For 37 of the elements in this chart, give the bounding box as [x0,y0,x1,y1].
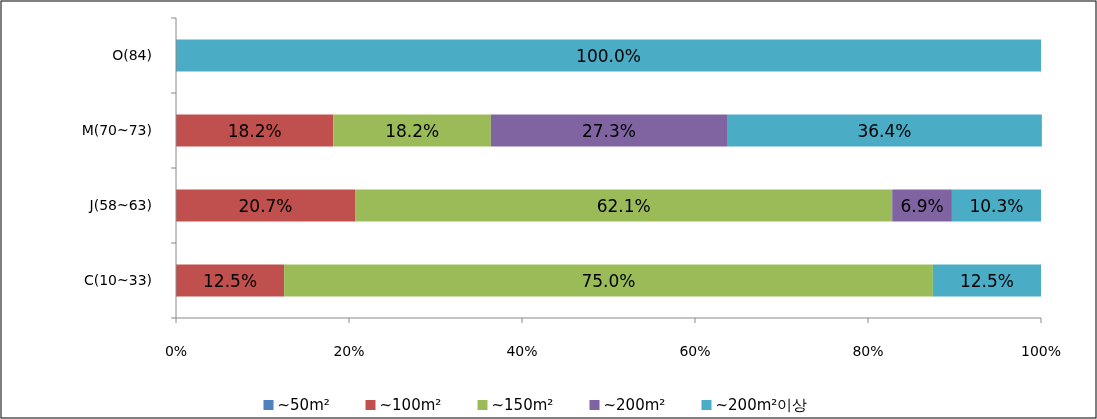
legend-label: ~100m² [379,395,442,414]
x-tick-label: 60% [679,343,711,359]
category-label: O(84) [112,46,152,63]
legend-label: ~200m² [603,395,666,414]
bar [355,189,893,222]
data-label: 12.5% [959,270,1014,291]
data-label: 75.0% [581,270,636,291]
x-tick-label: 80% [852,343,884,359]
legend-label: ~200m²이상 [715,395,808,414]
bar [932,264,1041,297]
data-label: 20.7% [238,195,293,216]
x-tick-label: 0% [164,343,188,359]
data-label: 62.1% [596,195,651,216]
bar [176,114,334,147]
x-tick-label: 100% [1021,343,1061,359]
category-label: M(70~73) [81,121,152,138]
legend-label: ~50m² [277,395,330,414]
bar [490,114,728,147]
data-label: 18.2% [227,120,282,141]
data-label: 18.2% [385,120,440,141]
data-label: 100.0% [576,45,641,66]
data-label: 36.4% [857,120,912,141]
legend-label: ~150m² [491,395,554,414]
data-label: 6.9% [900,195,944,216]
bar [333,114,491,147]
data-label: 27.3% [581,120,636,141]
data-label: 10.3% [969,195,1024,216]
category-label: J(58~63) [89,196,152,213]
bar [727,114,1042,147]
x-tick-label: 20% [333,343,365,359]
bar [176,189,356,222]
x-tick-label: 40% [506,343,538,359]
bar [176,39,1041,72]
bar [176,264,285,297]
bar [284,264,933,297]
category-label: C(10~33) [83,271,152,288]
data-label: 12.5% [203,270,258,291]
